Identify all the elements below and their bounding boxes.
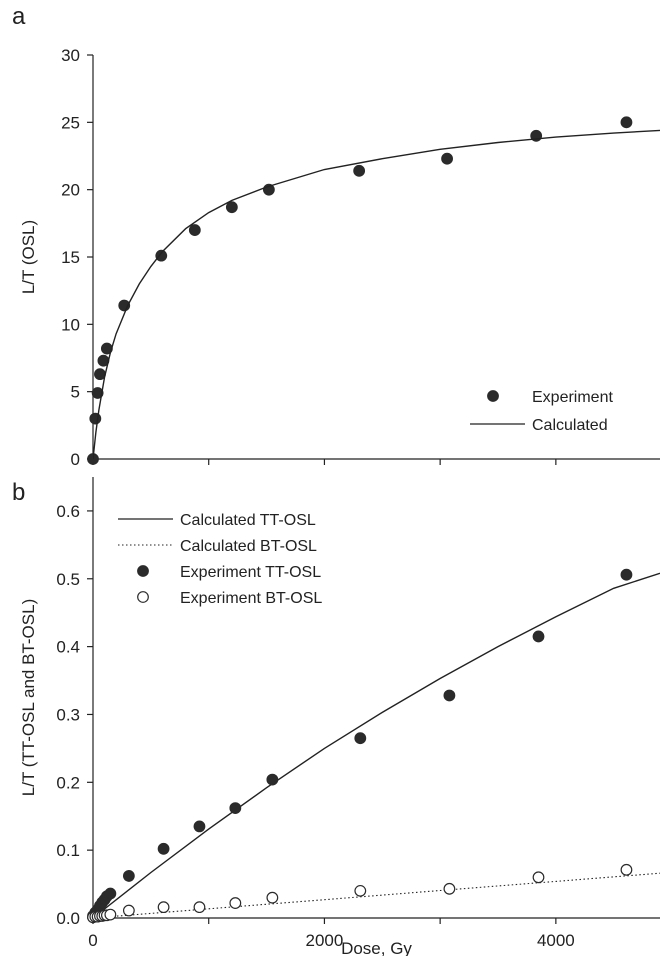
legend-label-0: Calculated TT-OSL bbox=[180, 512, 316, 529]
data-point bbox=[354, 732, 367, 745]
data-point bbox=[620, 116, 633, 129]
data-point bbox=[443, 882, 456, 895]
data-point bbox=[266, 773, 279, 786]
data-point bbox=[620, 568, 633, 581]
y-tick-label: 0.2 bbox=[56, 773, 80, 792]
panel-a: a 0 5 10 15 20 25 30 L/T (OSL) Experiment Calculat… bbox=[12, 3, 660, 469]
data-point bbox=[441, 152, 453, 165]
legend-label-1: Calculated BT-OSL bbox=[180, 538, 317, 555]
series-line-1 bbox=[93, 129, 660, 460]
x-tick-label: 4000 bbox=[537, 931, 575, 950]
data-point bbox=[354, 884, 367, 897]
y-tick-label: 0.5 bbox=[56, 570, 80, 589]
data-point bbox=[229, 897, 242, 909]
data-point bbox=[193, 901, 206, 914]
y-tick-label: 15 bbox=[61, 248, 80, 267]
legend-label-0: Experiment bbox=[532, 389, 613, 406]
y-tick-label: 0.4 bbox=[56, 638, 80, 657]
panel-letter: b bbox=[12, 479, 25, 506]
x-tick-label: 0 bbox=[88, 931, 97, 950]
data-point bbox=[89, 412, 102, 425]
y-axis-title: L/T (TT-OSL and BT-OSL) bbox=[19, 599, 38, 796]
legend-marker-2 bbox=[137, 565, 149, 577]
data-point bbox=[620, 863, 633, 876]
y-tick-label: 0.3 bbox=[56, 705, 80, 724]
y-tick-label: 0 bbox=[71, 450, 80, 469]
panel-letter: a bbox=[12, 3, 26, 30]
y-tick-label: 0.1 bbox=[56, 841, 80, 860]
legend-label-3: Experiment BT-OSL bbox=[180, 590, 322, 607]
data-point bbox=[94, 368, 106, 381]
y-tick-label: 5 bbox=[71, 383, 80, 402]
data-point bbox=[157, 842, 170, 855]
data-point bbox=[157, 901, 170, 914]
data-point bbox=[193, 820, 206, 833]
y-axis-title: L/T (OSL) bbox=[19, 220, 38, 294]
data-point bbox=[229, 802, 242, 814]
data-point bbox=[155, 249, 168, 262]
x-axis-title: Dose, Gy bbox=[341, 939, 412, 956]
y-tick-label: 30 bbox=[61, 46, 80, 65]
y-tick-label: 10 bbox=[61, 315, 80, 334]
y-tick-label: 25 bbox=[61, 113, 80, 132]
data-point bbox=[188, 224, 201, 236]
data-point bbox=[532, 871, 545, 884]
data-point bbox=[122, 870, 135, 882]
legend-label-1: Calculated bbox=[532, 417, 608, 434]
data-point bbox=[532, 630, 545, 643]
data-point bbox=[104, 908, 117, 921]
data-point bbox=[104, 887, 117, 900]
data-point bbox=[225, 201, 238, 214]
data-point bbox=[353, 164, 366, 177]
data-point bbox=[266, 891, 279, 904]
legend-marker-3 bbox=[137, 591, 149, 603]
legend-marker-0 bbox=[487, 390, 499, 402]
series-line-1 bbox=[93, 872, 660, 919]
y-tick-label: 0.0 bbox=[56, 909, 80, 928]
y-tick-label: 0.6 bbox=[56, 502, 80, 521]
data-point bbox=[91, 387, 104, 399]
x-tick-label: 2000 bbox=[306, 931, 344, 950]
y-tick-label: 20 bbox=[61, 181, 80, 200]
panel-b: b 0.0 0.1 0.2 0.3 0.4 0.5 0.6 0 2000 4000 L/T (TT-O… bbox=[12, 477, 660, 956]
data-point bbox=[122, 904, 135, 917]
legend-label-2: Experiment TT-OSL bbox=[180, 564, 321, 581]
data-point bbox=[443, 689, 456, 702]
series-line-0 bbox=[93, 572, 660, 919]
